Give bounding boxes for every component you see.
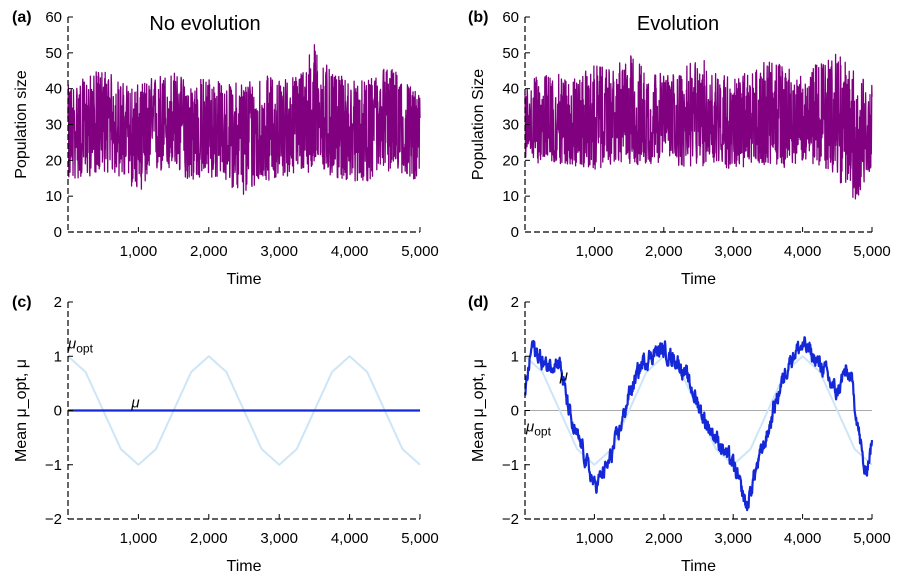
panel-label: (b) (468, 9, 488, 26)
x-tick-label: 4,000 (784, 530, 822, 547)
y-tick-label: −1 (502, 457, 519, 474)
x-axis-title: Time (227, 558, 262, 573)
x-tick-label: 5,000 (853, 243, 891, 260)
y-axis-title: Population Size (470, 69, 487, 180)
x-tick-label: 2,000 (645, 243, 683, 260)
y-tick-label: 50 (45, 45, 62, 62)
y-tick-label: 40 (502, 81, 519, 98)
y-tick-label: 0 (54, 224, 62, 241)
x-tick-label: 1,000 (120, 243, 158, 260)
panel-d: (d) 1,000 2,000 3,000 4,000 5,000 −2 −1 0 1 2 Time M… (468, 294, 891, 573)
mu-label: μ (559, 368, 568, 385)
panel-title: Evolution (637, 13, 719, 35)
y-tick-label: 2 (54, 294, 62, 311)
y-tick-label: 2 (511, 294, 519, 311)
x-tick-label: 2,000 (190, 530, 228, 547)
x-tick-label: 1,000 (576, 243, 614, 260)
y-tick-label: 1 (511, 348, 519, 365)
x-tick-label: 3,000 (714, 243, 752, 260)
y-tick-label: −2 (502, 511, 519, 528)
mu-opt-label: μopt (67, 335, 94, 355)
y-tick-label: 60 (502, 9, 519, 26)
panel-label: (d) (468, 294, 488, 311)
series-population (67, 44, 421, 195)
x-axis-title: Time (681, 558, 716, 573)
x-tick-label: 2,000 (190, 243, 228, 260)
y-tick-label: 40 (45, 81, 62, 98)
y-tick-label: 50 (502, 45, 519, 62)
y-axis-title: Mean μ_opt, μ (470, 359, 487, 462)
series-population (524, 53, 873, 200)
y-axis-title: Population size (13, 70, 30, 179)
panel-b: (b) Evolution 1,000 2,000 3,000 4,000 5,000 0 10… (468, 9, 891, 288)
x-tick-label: 3,000 (260, 530, 298, 547)
mu-opt-label: μopt (525, 419, 552, 439)
y-tick-label: 0 (511, 403, 519, 420)
x-tick-label: 5,000 (401, 243, 439, 260)
y-tick-label: −2 (45, 511, 62, 528)
series-mu (523, 336, 874, 512)
x-tick-label: 4,000 (784, 243, 822, 260)
x-tick-label: 3,000 (260, 243, 298, 260)
x-tick-label: 5,000 (853, 530, 891, 547)
panel-label: (a) (12, 9, 32, 26)
x-tick-label: 1,000 (120, 530, 158, 547)
panel-c: (c) 1,000 2,000 3,000 4,000 5,000 −2 −1 0 1 2 Time M… (12, 294, 439, 573)
panel-a: (a) No evolution 1,000 2,000 3,000 4,000 5,000… (12, 9, 439, 288)
x-axis-title: Time (227, 271, 262, 288)
y-tick-label: 10 (502, 188, 519, 205)
mu-label: μ (130, 395, 139, 412)
x-tick-label: 4,000 (331, 530, 369, 547)
y-tick-label: 20 (502, 152, 519, 169)
y-tick-label: −1 (45, 457, 62, 474)
y-tick-label: 20 (45, 152, 62, 169)
x-tick-label: 4,000 (331, 243, 369, 260)
y-axis-title: Mean μ_opt, μ (13, 359, 30, 462)
panel-title: No evolution (149, 13, 260, 35)
x-tick-label: 1,000 (576, 530, 614, 547)
x-tick-label: 2,000 (645, 530, 683, 547)
y-tick-label: 60 (45, 9, 62, 26)
y-tick-label: 0 (54, 403, 62, 420)
x-tick-label: 3,000 (714, 530, 752, 547)
y-tick-label: 1 (54, 348, 62, 365)
y-tick-label: 10 (45, 188, 62, 205)
x-axis-title: Time (681, 271, 716, 288)
x-tick-label: 5,000 (401, 530, 439, 547)
y-tick-label: 30 (502, 117, 519, 134)
y-tick-label: 0 (511, 224, 519, 241)
panel-label: (c) (12, 294, 32, 311)
y-tick-label: 30 (45, 117, 62, 134)
